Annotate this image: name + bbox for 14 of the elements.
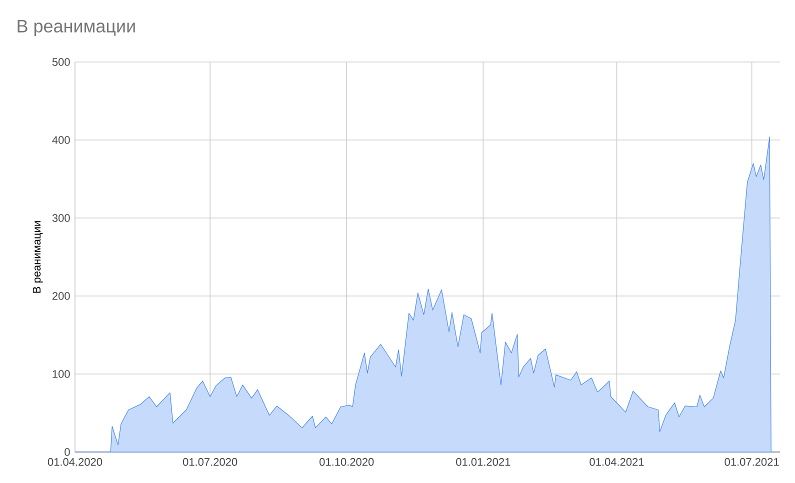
x-tick-label: 01.07.2020 [182, 458, 238, 466]
y-tick-label: 500 [52, 58, 70, 66]
y-tick-label: 300 [52, 214, 70, 222]
x-tick-label: 01.04.2021 [590, 458, 644, 466]
chart-title: В реанимации [18, 20, 135, 36]
x-tick-label: 01.10.2020 [320, 458, 374, 466]
y-tick-label: 0 [64, 448, 70, 456]
x-tick-label: 01.01.2021 [456, 458, 510, 466]
y-axis-title: В реанимации [32, 221, 43, 293]
x-tick-label: 01.07.2021 [724, 458, 779, 466]
y-tick-label: 400 [52, 136, 70, 144]
y-tick-label: 100 [52, 370, 70, 378]
x-tick-label: 01.04.2020 [48, 458, 102, 466]
y-tick-label: 200 [52, 292, 70, 300]
